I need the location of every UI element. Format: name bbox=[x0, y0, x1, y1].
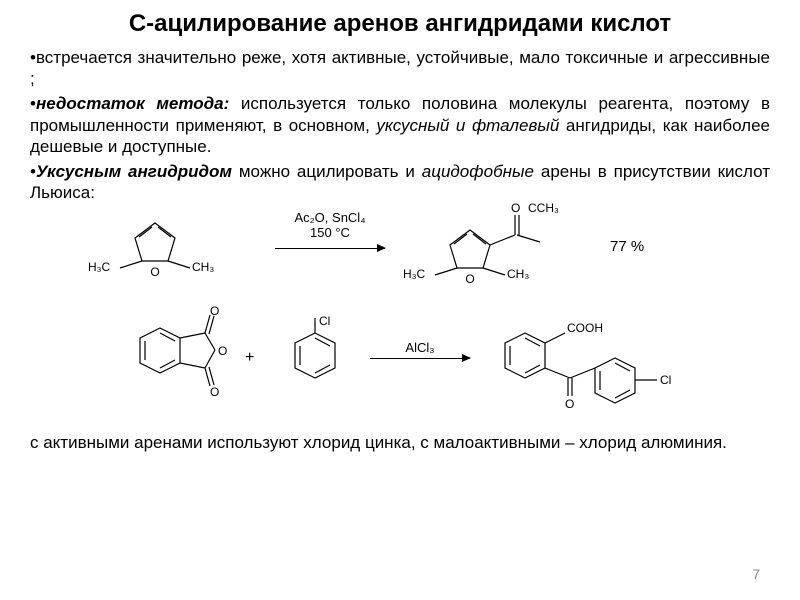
svg-text:O: O bbox=[210, 385, 219, 399]
svg-text:Cl: Cl bbox=[660, 373, 671, 387]
reaction-1-temperature: 150 °C bbox=[270, 225, 390, 241]
svg-text:O: O bbox=[210, 304, 219, 318]
svg-text:O: O bbox=[218, 344, 227, 358]
svg-text:COOH: COOH bbox=[567, 321, 603, 335]
svg-text:H₃C: H₃C bbox=[403, 267, 426, 281]
bullet-3-rest: можно ацилировать и bbox=[232, 162, 422, 181]
svg-text:O: O bbox=[511, 201, 520, 215]
bullet-3: •Уксусным ангидридом можно ацилировать и… bbox=[30, 161, 770, 204]
reactant-2-phthalic-anhydride: O O O bbox=[110, 303, 240, 413]
reaction-1-yield: 77 % bbox=[610, 238, 644, 255]
reactant-1-furan: O H₃C CH₃ bbox=[70, 213, 240, 283]
bullet-1-text: встречается значительно реже, хотя актив… bbox=[30, 48, 770, 88]
svg-text:CCH₃: CCH₃ bbox=[528, 201, 559, 215]
reaction-1-conditions: Ac₂O, SnCl₄ 150 °C bbox=[270, 210, 390, 241]
reactant-2-chlorobenzene: Cl bbox=[265, 313, 355, 398]
svg-text:O: O bbox=[465, 272, 474, 286]
bullet-1: •встречается значительно реже, хотя акти… bbox=[30, 47, 770, 90]
reaction-diagram: O H₃C CH₃ Ac₂O, SnCl₄ 150 °C bbox=[30, 208, 770, 428]
slide: С-ацилирование аренов ангидридами кислот… bbox=[0, 0, 800, 600]
svg-text:CH₃: CH₃ bbox=[507, 267, 529, 281]
reaction-1-arrow bbox=[275, 248, 385, 249]
reaction-2-arrow bbox=[370, 358, 470, 359]
product-1-acylfuran: O H₃C CH₃ O CCH₃ bbox=[400, 200, 580, 290]
svg-text:O: O bbox=[150, 265, 159, 279]
bullet-2-ital: уксусный и фталевый bbox=[376, 116, 559, 135]
page-number: 7 bbox=[752, 566, 760, 582]
bullet-3-ital: ацидофобные bbox=[422, 162, 534, 181]
bullet-2: •недостаток метода: используется только … bbox=[30, 93, 770, 157]
svg-text:CH₃: CH₃ bbox=[192, 260, 214, 274]
slide-title: С-ацилирование аренов ангидридами кислот bbox=[30, 10, 770, 39]
product-2-ketoacid: COOH O Cl bbox=[485, 298, 745, 418]
svg-text:O: O bbox=[565, 397, 574, 411]
svg-text:H₃C: H₃C bbox=[88, 260, 111, 274]
reaction-2-reagent: AlCl₃ bbox=[390, 340, 450, 356]
bullet-3-label: Уксусным ангидридом bbox=[36, 162, 232, 181]
plus-sign: + bbox=[245, 348, 254, 367]
reaction-1-reagent: Ac₂O, SnCl₄ bbox=[270, 210, 390, 226]
footer-text: с активными аренами используют хлорид ци… bbox=[30, 432, 770, 453]
bullet-2-label: недостаток метода: bbox=[36, 94, 229, 113]
svg-text:Cl: Cl bbox=[319, 314, 330, 328]
